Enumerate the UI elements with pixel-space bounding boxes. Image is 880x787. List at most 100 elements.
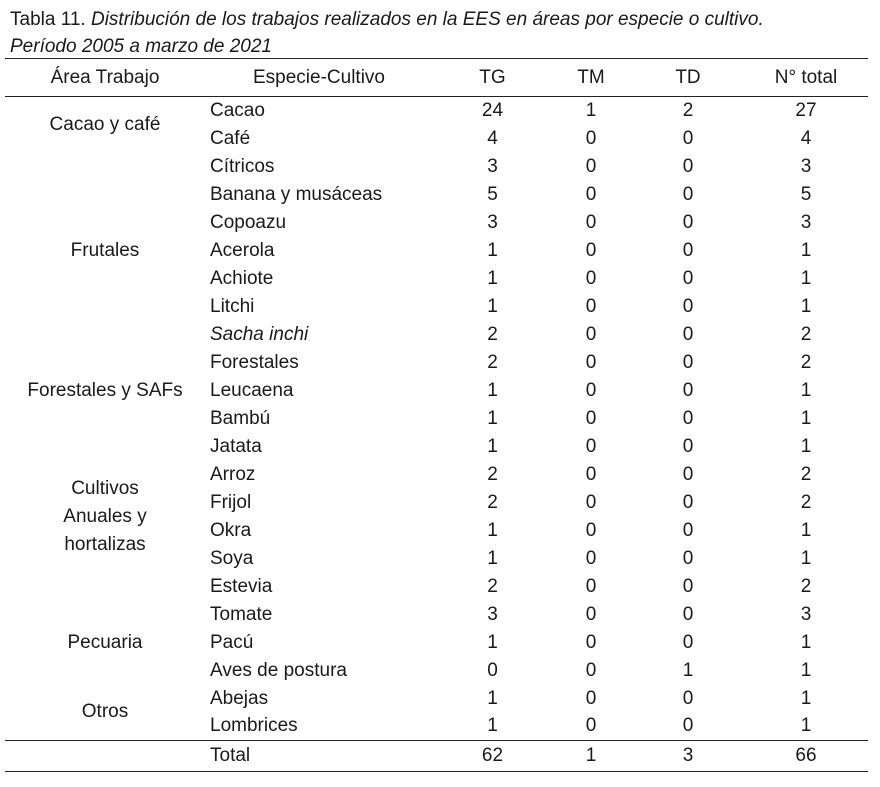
species-cell: Sacha inchi <box>210 323 309 345</box>
table-row: Achiote 1 0 0 1 <box>5 265 868 293</box>
value-cell: 3 <box>800 211 812 233</box>
value-cell: 0 <box>682 323 694 345</box>
header-cell: Especie-Cultivo <box>205 58 435 97</box>
value-cell: 0 <box>585 267 597 289</box>
data-table: Área Trabajo Especie-Cultivo TG TM TD N° tota… <box>5 58 868 772</box>
value-cell: 2 <box>487 575 498 597</box>
species-cell: Lombrices <box>210 715 298 737</box>
value-cell: 0 <box>682 127 694 149</box>
value-cell: 0 <box>682 631 694 653</box>
header-cell: Área Trabajo <box>5 58 205 97</box>
value-cell: 0 <box>585 295 597 317</box>
value-cell: 1 <box>487 687 498 709</box>
value-cell: 4 <box>487 127 498 149</box>
area-label: Otros <box>81 701 129 723</box>
table-row: Café 4 0 0 4 <box>5 125 868 153</box>
value-cell: 1 <box>487 267 498 289</box>
value-cell: 0 <box>585 575 597 597</box>
value-cell: 3 <box>800 603 812 625</box>
species-cell: Abejas <box>210 687 269 709</box>
area-label: Anuales y <box>63 505 147 527</box>
table-row: Arroz 2 0 0 2 <box>5 461 868 489</box>
value-cell: 1 <box>800 435 812 457</box>
table-row: Cacao y café Cacao 24 1 2 27 <box>5 97 868 135</box>
value-cell: 5 <box>487 183 498 205</box>
value-cell: 0 <box>585 407 597 429</box>
value-cell: 0 <box>585 463 597 485</box>
area-cell: Otros <box>5 685 205 741</box>
value-cell: 2 <box>487 463 498 485</box>
value-cell: 0 <box>585 239 597 261</box>
species-cell: Tomate <box>210 603 273 625</box>
value-cell: 0 <box>682 547 694 569</box>
species-cell: Pacú <box>210 631 254 653</box>
empty-cell <box>5 740 205 772</box>
value-cell: 0 <box>682 491 694 513</box>
total-row: Total 62 1 3 66 <box>5 740 868 772</box>
area-label: Forestales y SAFs <box>27 379 183 401</box>
value-cell: 1 <box>487 715 498 737</box>
value-cell: 1 <box>585 99 597 121</box>
caption-label: Tabla 11. <box>10 9 86 30</box>
value-cell: 27 <box>795 99 817 121</box>
value-cell: 1 <box>800 267 812 289</box>
table-row: Okra 1 0 0 1 <box>5 517 868 545</box>
table-row: Frutales Cítricos 3 0 0 3 <box>5 153 868 261</box>
table-row: Aves de postura 0 0 1 1 <box>5 657 868 685</box>
total-value: 3 <box>632 740 744 772</box>
value-cell: 0 <box>585 351 597 373</box>
header-cell: TM <box>550 58 632 97</box>
value-cell: 1 <box>487 295 498 317</box>
species-cell: Banana y musáceas <box>210 183 383 205</box>
caption-line: Tabla 11. Distribución de los trabajos r… <box>10 6 764 33</box>
value-cell: 3 <box>487 155 498 177</box>
species-cell: Okra <box>210 519 252 541</box>
value-cell: 1 <box>800 659 812 681</box>
area-cell: Pecuaria <box>5 601 205 685</box>
table-row: Estevia 2 0 0 2 <box>5 573 868 601</box>
value-cell: 0 <box>585 127 597 149</box>
value-cell: 3 <box>487 603 498 625</box>
value-cell: 1 <box>487 239 498 261</box>
value-cell: 1 <box>800 239 812 261</box>
value-cell: 0 <box>682 211 694 233</box>
value-cell: 1 <box>800 519 812 541</box>
total-label: Total <box>205 740 435 772</box>
species-cell: Achiote <box>210 267 274 289</box>
header-cell: TD <box>632 58 744 97</box>
species-cell: Estevia <box>210 575 273 597</box>
value-cell: 1 <box>800 687 812 709</box>
value-cell: 1 <box>800 547 812 569</box>
total-value: 62 <box>435 740 550 772</box>
value-cell: 1 <box>800 379 812 401</box>
species-cell: Frijol <box>210 491 252 513</box>
table-row: Cultivos Anuales y hortalizas Jatata 1 0 0 1 <box>5 433 868 555</box>
species-cell: Leucaena <box>210 379 294 401</box>
value-cell: 0 <box>585 603 597 625</box>
value-cell: 0 <box>682 183 694 205</box>
value-cell: 0 <box>585 491 597 513</box>
value-cell: 0 <box>682 155 694 177</box>
species-cell: Copoazu <box>210 211 287 233</box>
value-cell: 0 <box>682 351 694 373</box>
value-cell: 2 <box>487 491 498 513</box>
value-cell: 2 <box>800 323 812 345</box>
header-cell: TG <box>435 58 550 97</box>
area-label: Cacao y café <box>49 113 161 135</box>
value-cell: 0 <box>585 659 597 681</box>
total-value: 1 <box>550 740 632 772</box>
value-cell: 4 <box>800 127 812 149</box>
header-row: Área Trabajo Especie-Cultivo TG TM TD N° tota… <box>5 58 868 97</box>
value-cell: 0 <box>682 435 694 457</box>
value-cell: 3 <box>487 211 498 233</box>
species-cell: Litchi <box>210 295 255 317</box>
area-cell: Cacao y café <box>5 97 205 153</box>
value-cell: 1 <box>487 631 498 653</box>
table-row: Forestales y SAFs Forestales 2 0 0 2 <box>5 349 868 401</box>
table-row: Soya 1 0 0 1 <box>5 545 868 573</box>
value-cell: 5 <box>800 183 812 205</box>
caption-subtitle: Período 2005 a marzo de 2021 <box>10 36 272 57</box>
value-cell: 0 <box>585 211 597 233</box>
value-cell: 24 <box>481 99 504 121</box>
value-cell: 0 <box>585 631 597 653</box>
